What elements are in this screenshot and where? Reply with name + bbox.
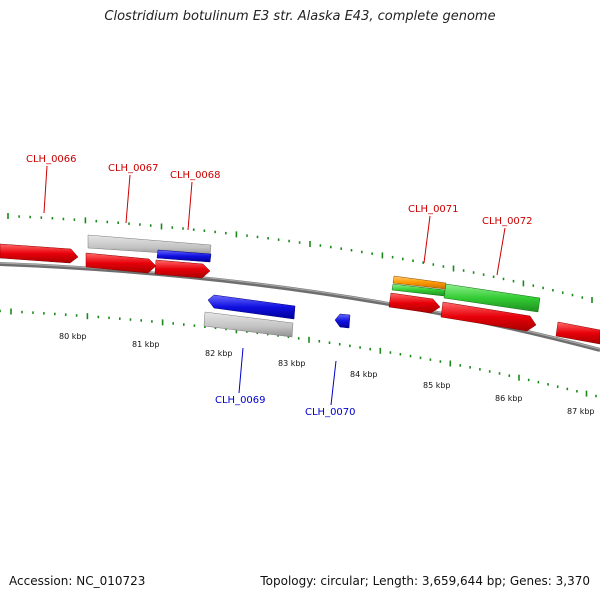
scale-label-83: 83 kbp	[278, 359, 306, 368]
gene-feature-CLH_0072[interactable]	[440, 301, 537, 332]
accession-text: Accession: NC_010723	[9, 574, 146, 588]
gene-feature-edge-right[interactable]	[555, 321, 600, 345]
gene-feature-CLH_0066[interactable]	[85, 252, 157, 274]
leader-line-CLH_0069	[238, 347, 244, 394]
scale-label-86: 86 kbp	[495, 394, 523, 403]
gene-feature-CLH_0068-blue[interactable]	[156, 249, 212, 263]
gene-feature-CLH_0071-green[interactable]	[391, 283, 446, 297]
gene-feature-CLH_0071-orange[interactable]	[392, 275, 447, 290]
gene-label-CLH_0072[interactable]: CLH_0072	[482, 216, 533, 227]
leader-line-CLH_0071	[423, 215, 431, 264]
gene-feature-CLH_0066-row1[interactable]	[0, 243, 79, 264]
leader-line-CLH_0068	[187, 181, 193, 231]
scale-label-81: 81 kbp	[132, 340, 160, 349]
leader-line-CLH_0067	[125, 174, 131, 224]
gene-label-CLH_0070[interactable]: CLH_0070	[305, 407, 356, 418]
gene-feature-CLH_0071[interactable]	[388, 292, 441, 314]
scale-label-87: 87 kbp	[567, 407, 595, 416]
genome-summary-text: Topology: circular; Length: 3,659,644 bp…	[260, 574, 590, 588]
genome-backbone	[0, 262, 600, 352]
scale-label-85: 85 kbp	[423, 381, 451, 390]
leader-line-CLH_0070	[330, 360, 337, 406]
scale-label-84: 84 kbp	[350, 370, 378, 379]
gene-label-CLH_0066[interactable]: CLH_0066	[26, 154, 77, 165]
map-title: Clostridium botulinum E3 str. Alaska E43…	[104, 9, 496, 24]
scale-label-82: 82 kbp	[205, 349, 233, 358]
gene-label-CLH_0068[interactable]: CLH_0068	[170, 170, 221, 181]
gene-label-CLH_0067[interactable]: CLH_0067	[108, 163, 159, 174]
leader-line-CLH_0072	[496, 227, 506, 276]
gene-label-CLH_0071[interactable]: CLH_0071	[408, 204, 459, 215]
scale-label-80: 80 kbp	[59, 332, 87, 341]
gene-feature-CLH_0069[interactable]	[207, 294, 296, 320]
gene-feature-CLH_0072-green[interactable]	[443, 283, 541, 313]
leader-line-CLH_0066	[43, 165, 48, 214]
gene-label-CLH_0069[interactable]: CLH_0069	[215, 395, 266, 406]
gene-feature-CLH_0070[interactable]	[334, 313, 351, 329]
gene-feature-CLH_0068[interactable]	[154, 259, 211, 279]
scale-track-top	[7, 213, 593, 303]
gene-feature-CLH_0069-gray[interactable]	[203, 311, 294, 338]
